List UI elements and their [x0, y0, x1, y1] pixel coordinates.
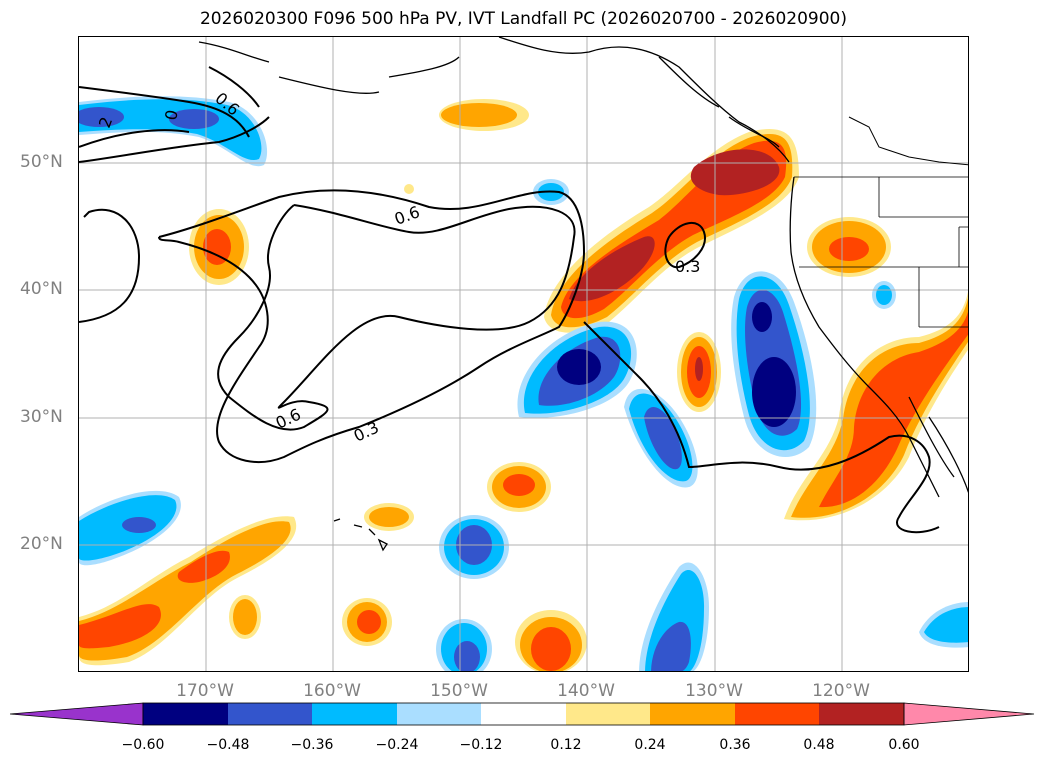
colorbar-segment	[650, 703, 735, 725]
colorbar-extend-high	[903, 702, 1035, 726]
positive-anomaly-blob	[233, 599, 257, 635]
colorbar-outline	[142, 702, 905, 726]
contour-label: 0.3	[351, 418, 382, 446]
pv-contour-0.3-lobe	[664, 222, 706, 269]
contour-label: 0	[161, 108, 181, 121]
colorbar-segment	[481, 703, 566, 725]
graticule	[79, 37, 968, 671]
coastlines	[198, 37, 968, 552]
colorbar-tick-label: 0.48	[803, 737, 835, 753]
positive-anomaly-socal-band	[819, 311, 968, 508]
positive-shading	[79, 99, 968, 671]
colorbar-tick-label: 0.12	[550, 737, 582, 753]
positive-anomaly-blob	[531, 627, 571, 671]
positive-anomaly-blob	[404, 184, 414, 194]
positive-anomaly-blob	[369, 507, 409, 527]
figure-title: 2026020300 F096 500 hPa PV, IVT Landfall…	[199, 9, 847, 29]
colorbar-tick-label: −0.24	[375, 737, 419, 753]
map-panel: 0.6 0.6 0.6 0.3 0.3 2 0	[78, 36, 969, 672]
negative-anomaly-offshore-ca	[752, 357, 796, 427]
negative-anomaly-central	[557, 349, 601, 385]
positive-anomaly-blob	[203, 229, 231, 265]
negative-anomaly-nw	[79, 107, 124, 127]
positive-anomaly-blob	[441, 103, 517, 127]
positive-anomaly-sw-band	[177, 550, 230, 583]
colorbar-segment	[228, 703, 312, 725]
coastline-bc	[658, 56, 780, 148]
pv-contours	[79, 66, 940, 534]
colorbar-tick-label: 0.36	[719, 737, 751, 753]
positive-anomaly-blob	[503, 474, 535, 496]
coastline-alaska	[198, 37, 790, 163]
pv-contour-0.6-main	[217, 204, 576, 431]
negative-anomaly-blob	[876, 285, 892, 305]
negative-anomaly-blob	[122, 517, 156, 533]
colorbar-tick-label: −0.48	[206, 737, 250, 753]
colorbar-tick-label: −0.36	[290, 737, 334, 753]
colorbar-tick-label: −0.60	[121, 737, 165, 753]
map-canvas: 0.6 0.6 0.6 0.3 0.3 2 0	[79, 37, 968, 671]
canada-us-border	[848, 116, 968, 166]
negative-anomaly-central	[644, 406, 682, 470]
hawaii-island	[333, 518, 388, 552]
coastline-west-us	[789, 176, 940, 498]
colorbar-segment	[397, 703, 481, 725]
colorbar-segment	[819, 703, 904, 725]
negative-shading	[79, 96, 968, 671]
colorbar-segment	[143, 703, 228, 725]
pv-contour-nw	[79, 66, 270, 163]
positive-anomaly-pnw-band	[569, 236, 655, 302]
colorbar-segment	[312, 703, 397, 725]
us-state-borders	[794, 176, 968, 328]
lon-label: 150°W	[430, 681, 488, 701]
colorbar-segment	[566, 703, 650, 725]
contour-label: 0.6	[392, 202, 422, 229]
negative-anomaly-blob	[651, 621, 691, 671]
negative-anomaly-blob	[924, 607, 968, 643]
colorbar-tick-label: 0.24	[634, 737, 666, 753]
colorbar-segment	[735, 703, 819, 725]
positive-anomaly-blob	[695, 357, 703, 381]
lat-label: 40°N	[20, 279, 63, 299]
lon-label: 120°W	[812, 681, 870, 701]
colorbar	[10, 702, 1035, 726]
colorbar-tick-label: −0.12	[459, 737, 503, 753]
coastline-baja	[908, 396, 968, 493]
negative-anomaly-offshore-ca	[752, 302, 772, 332]
negative-anomaly-blob	[454, 641, 480, 671]
contour-label: 0.3	[675, 257, 700, 276]
lat-label: 30°N	[20, 407, 63, 427]
pv-contour-0.3	[79, 189, 940, 534]
lon-label: 170°W	[176, 681, 234, 701]
positive-anomaly-pnw-band	[690, 149, 780, 196]
colorbar-tick-label: 0.60	[888, 737, 920, 753]
colorbar-extend-low	[10, 702, 144, 726]
lat-label: 50°N	[20, 152, 63, 172]
lat-label: 20°N	[20, 534, 63, 554]
lon-label: 160°W	[303, 681, 361, 701]
lon-label: 140°W	[557, 681, 615, 701]
positive-anomaly-blob	[357, 610, 381, 634]
positive-anomaly-sw-band	[79, 604, 161, 649]
positive-anomaly-blob	[829, 237, 869, 261]
lon-label: 130°W	[685, 681, 743, 701]
